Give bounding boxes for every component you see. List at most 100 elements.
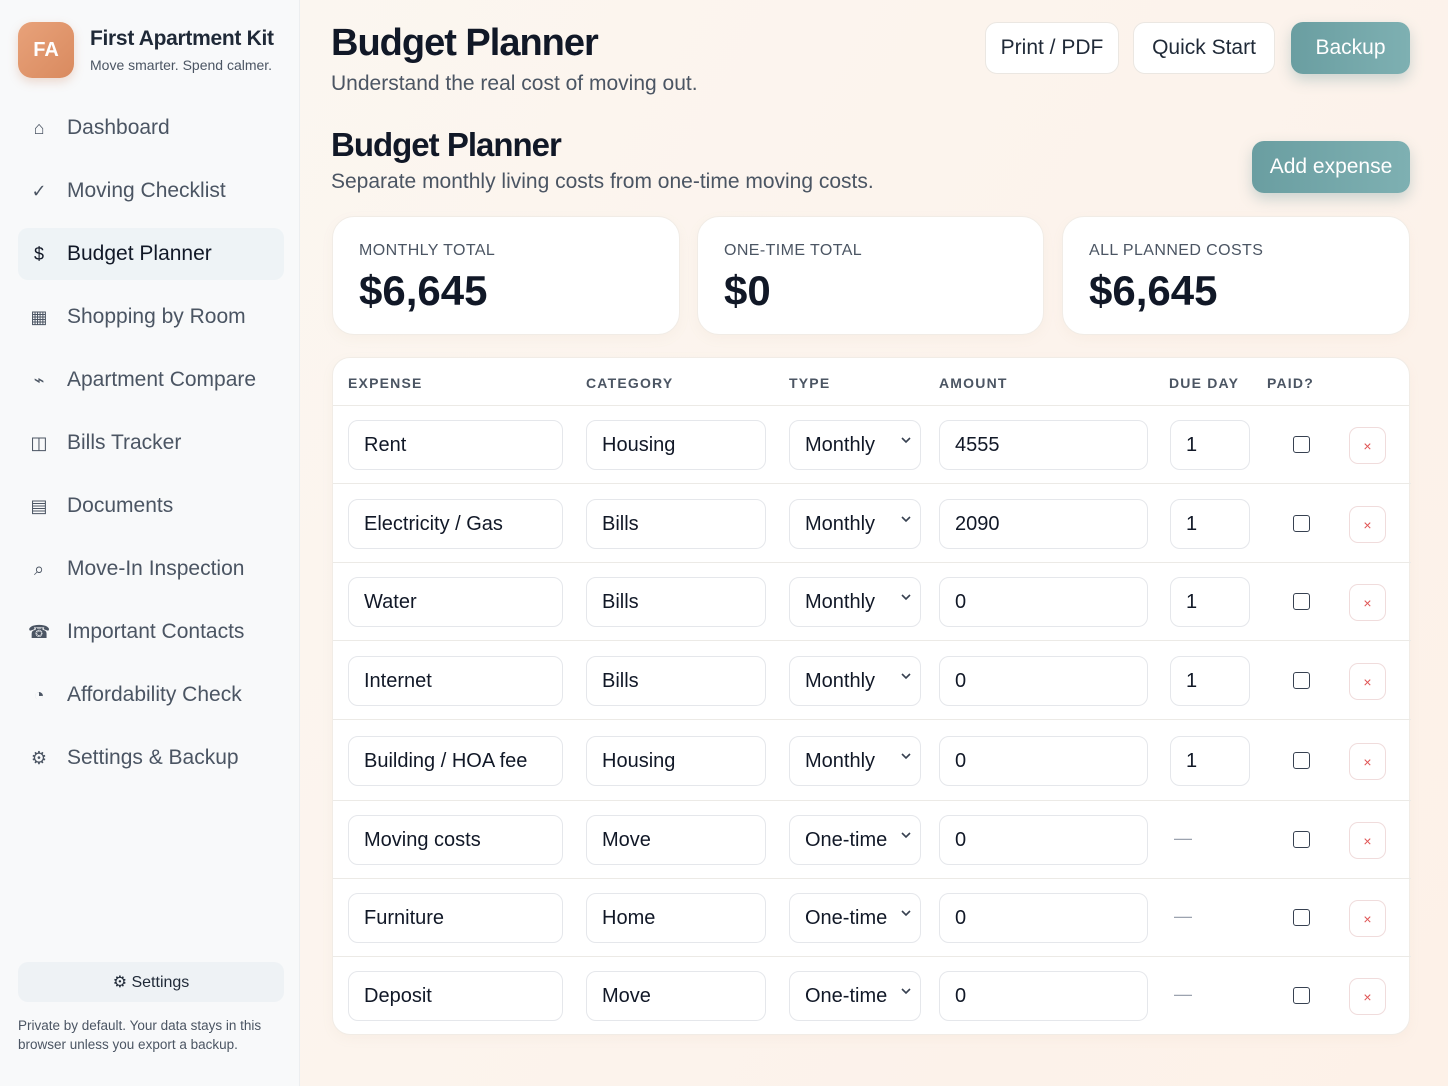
backup-button[interactable]: Backup [1291, 22, 1410, 74]
amount-input[interactable]: 4555 [939, 420, 1148, 470]
card-label: ONE-TIME TOTAL [724, 242, 863, 259]
amount-input[interactable]: 0 [939, 971, 1148, 1021]
chevron-down-icon [901, 753, 911, 760]
delete-row-button[interactable]: × [1349, 822, 1386, 859]
category-input[interactable]: Housing [586, 420, 766, 470]
expense-input[interactable]: Internet [348, 656, 563, 706]
sidebar-item-important-contacts[interactable]: ☎ Important Contacts [18, 606, 284, 658]
close-icon: × [1363, 988, 1372, 1005]
type-select[interactable]: One-time [789, 971, 921, 1021]
document-icon: ▤ [30, 495, 48, 516]
brand-logo: FA [18, 22, 74, 78]
amount-input-value: 0 [955, 906, 967, 929]
expense-input-value: Electricity / Gas [364, 512, 503, 535]
paid-checkbox[interactable] [1293, 987, 1310, 1004]
paid-checkbox[interactable] [1293, 515, 1310, 532]
amount-input[interactable]: 0 [939, 815, 1148, 865]
amount-input[interactable]: 0 [939, 893, 1148, 943]
paid-checkbox[interactable] [1293, 593, 1310, 610]
sidebar-item-budget-planner[interactable]: $ Budget Planner [18, 228, 284, 280]
delete-row-button[interactable]: × [1349, 506, 1386, 543]
expense-input[interactable]: Electricity / Gas [348, 499, 563, 549]
expense-input[interactable]: Water [348, 577, 563, 627]
delete-row-button[interactable]: × [1349, 743, 1386, 780]
sidebar-item-bills-tracker[interactable]: ◫ Bills Tracker [18, 417, 284, 469]
settings-button[interactable]: ⚙ Settings [18, 962, 284, 1002]
section-title: Budget Planner [331, 126, 562, 163]
type-select-value: Monthly [805, 512, 876, 535]
phone-icon: ☎ [28, 621, 51, 642]
due-day-input[interactable]: 1 [1170, 577, 1250, 627]
category-input[interactable]: Bills [586, 499, 766, 549]
expense-input[interactable]: Rent [348, 420, 563, 470]
delete-row-button[interactable]: × [1349, 978, 1386, 1015]
sidebar-item-dashboard[interactable]: ⌂ Dashboard [18, 102, 284, 154]
due-day-input[interactable]: 1 [1170, 420, 1250, 470]
due-day-input[interactable]: 1 [1170, 499, 1250, 549]
sidebar-item-documents[interactable]: ▤ Documents [18, 480, 284, 532]
delete-row-button[interactable]: × [1349, 663, 1386, 700]
type-select[interactable]: Monthly [789, 577, 921, 627]
gear-icon: ⚙ [30, 747, 48, 768]
card-value: $0 [724, 267, 771, 314]
category-input[interactable]: Bills [586, 577, 766, 627]
amount-input-value: 4555 [955, 433, 1000, 456]
amount-input[interactable]: 0 [939, 577, 1148, 627]
type-select[interactable]: One-time [789, 893, 921, 943]
sidebar-item-apartment-compare[interactable]: ⌁ Apartment Compare [18, 354, 284, 406]
sidebar-item-move-in-inspection[interactable]: ⌕ Move-In Inspection [18, 543, 284, 595]
pie-icon: ◔ [33, 684, 45, 705]
amount-input-value: 2090 [955, 512, 1000, 535]
col-header-due-day: DUE DAY [1169, 375, 1240, 391]
expense-input[interactable]: Deposit [348, 971, 563, 1021]
delete-row-button[interactable]: × [1349, 427, 1386, 464]
quick-start-button[interactable]: Quick Start [1133, 22, 1275, 74]
paid-checkbox[interactable] [1293, 752, 1310, 769]
due-day-input[interactable]: 1 [1170, 656, 1250, 706]
sidebar-item-settings-backup[interactable]: ⚙ Settings & Backup [18, 732, 284, 784]
sidebar-item-shopping-by-room[interactable]: ▦ Shopping by Room [18, 291, 284, 343]
category-input-value: Housing [602, 433, 676, 456]
delete-row-button[interactable]: × [1349, 584, 1386, 621]
sidebar-item-moving-checklist[interactable]: ✓ Moving Checklist [18, 165, 284, 217]
type-select[interactable]: One-time [789, 815, 921, 865]
card-value: $6,645 [1089, 267, 1218, 314]
expense-input[interactable]: Building / HOA fee [348, 736, 563, 786]
paid-checkbox[interactable] [1293, 436, 1310, 453]
paid-checkbox[interactable] [1293, 672, 1310, 689]
close-icon: × [1363, 832, 1372, 849]
type-select-value: One-time [805, 984, 888, 1007]
expense-input[interactable]: Furniture [348, 893, 563, 943]
type-select[interactable]: Monthly [789, 736, 921, 786]
print-pdf-button[interactable]: Print / PDF [985, 22, 1119, 74]
magnifier-icon: ⌕ [33, 558, 45, 579]
chevron-down-icon [901, 673, 911, 680]
category-input-value: Bills [602, 512, 639, 535]
type-select[interactable]: Monthly [789, 499, 921, 549]
category-input[interactable]: Move [586, 971, 766, 1021]
category-input[interactable]: Housing [586, 736, 766, 786]
paid-checkbox[interactable] [1293, 909, 1310, 926]
type-select-value: Monthly [805, 590, 876, 613]
table-row: Rent Housing Monthly 4555 1 × [333, 405, 1411, 484]
category-input[interactable]: Bills [586, 656, 766, 706]
amount-input[interactable]: 0 [939, 736, 1148, 786]
amount-input[interactable]: 2090 [939, 499, 1148, 549]
chevron-down-icon [901, 516, 911, 523]
type-select[interactable]: Monthly [789, 420, 921, 470]
add-expense-button[interactable]: Add expense [1252, 141, 1410, 193]
delete-row-button[interactable]: × [1349, 900, 1386, 937]
sidebar-item-affordability-check[interactable]: ◔ Affordability Check [18, 669, 284, 721]
due-day-input[interactable]: 1 [1170, 736, 1250, 786]
col-header-expense: EXPENSE [348, 375, 423, 391]
type-select[interactable]: Monthly [789, 656, 921, 706]
paid-checkbox[interactable] [1293, 831, 1310, 848]
expense-input[interactable]: Moving costs [348, 815, 563, 865]
category-input[interactable]: Move [586, 815, 766, 865]
category-input[interactable]: Home [586, 893, 766, 943]
card-label: ALL PLANNED COSTS [1089, 242, 1264, 259]
amount-input[interactable]: 0 [939, 656, 1148, 706]
col-header-type: TYPE [789, 375, 831, 391]
category-input-value: Bills [602, 669, 639, 692]
brand: FA First Apartment Kit Move smarter. Spe… [18, 22, 274, 78]
